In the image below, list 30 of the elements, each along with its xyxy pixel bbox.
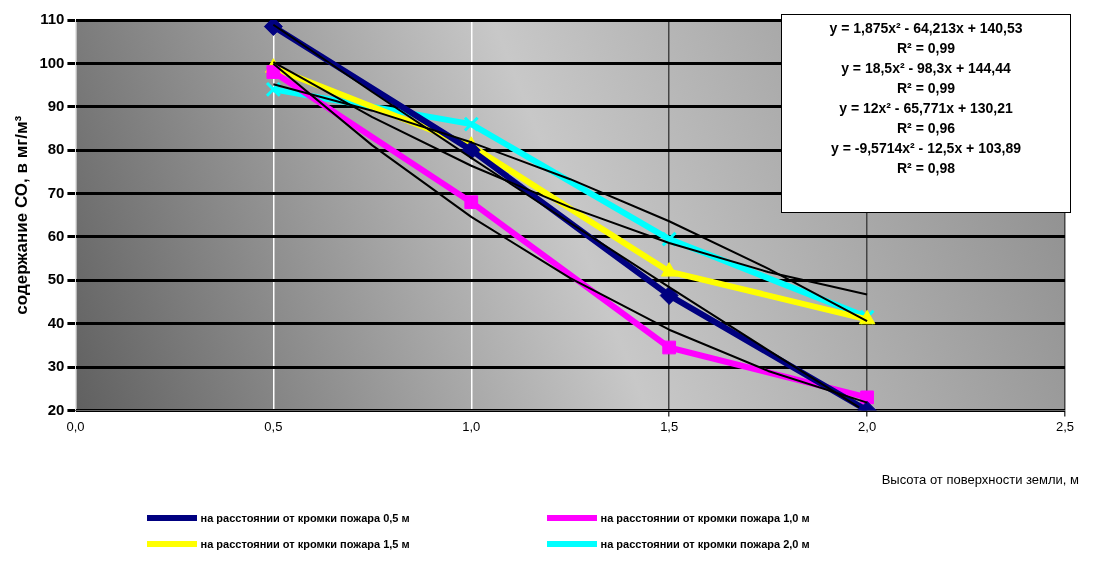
x-tick-label: 2,0 (858, 418, 877, 434)
y-tick-label: 20 (47, 400, 65, 418)
y-tick-label: 90 (47, 96, 65, 114)
annotation: y = 18,5x² - 98,3x + 144,44 (840, 59, 1012, 78)
annotation: y = 1,875x² - 64,213x + 140,53 (828, 19, 1024, 38)
y-tick-label: 110 (40, 10, 65, 28)
annotation: R² = 0,98 (896, 159, 956, 178)
x-tick-label: 1,0 (462, 418, 481, 434)
annotation: R² = 0,99 (896, 79, 956, 98)
annotation: y = -9,5714x² - 12,5x + 103,89 (830, 139, 1022, 158)
y-tick-label: 70 (47, 183, 65, 201)
annotation: R² = 0,99 (896, 39, 956, 58)
y-axis-title: содержание СО, в мг/м³ (11, 115, 31, 315)
legend-label: на расстоянии от кромки пожара 1,5 м (200, 538, 410, 550)
y-tick-label: 100 (39, 53, 65, 71)
legend-label: на расстоянии от кромки пожара 1,0 м (600, 512, 810, 524)
x-tick-label: 2,5 (1055, 418, 1075, 434)
y-tick-label: 80 (47, 140, 65, 158)
y-tick-label: 40 (47, 313, 65, 331)
legend-label: на расстоянии от кромки пожара 0,5 м (200, 512, 410, 524)
y-tick-label: 60 (47, 227, 65, 245)
x-tick-label: 0,5 (264, 418, 283, 434)
annotation: R² = 0,96 (896, 119, 956, 138)
x-tick-label: 0,0 (66, 418, 85, 434)
annotation: y = 12x² - 65,771x + 130,21 (838, 99, 1014, 118)
legend-label: на расстоянии от кромки пожара 2,0 м (600, 538, 810, 550)
x-tick-label: 1,5 (660, 418, 679, 434)
y-tick-label: 30 (47, 357, 65, 375)
x-axis-title: Высота от поверхности земли, м (881, 472, 1080, 488)
y-tick-label: 50 (47, 270, 65, 288)
